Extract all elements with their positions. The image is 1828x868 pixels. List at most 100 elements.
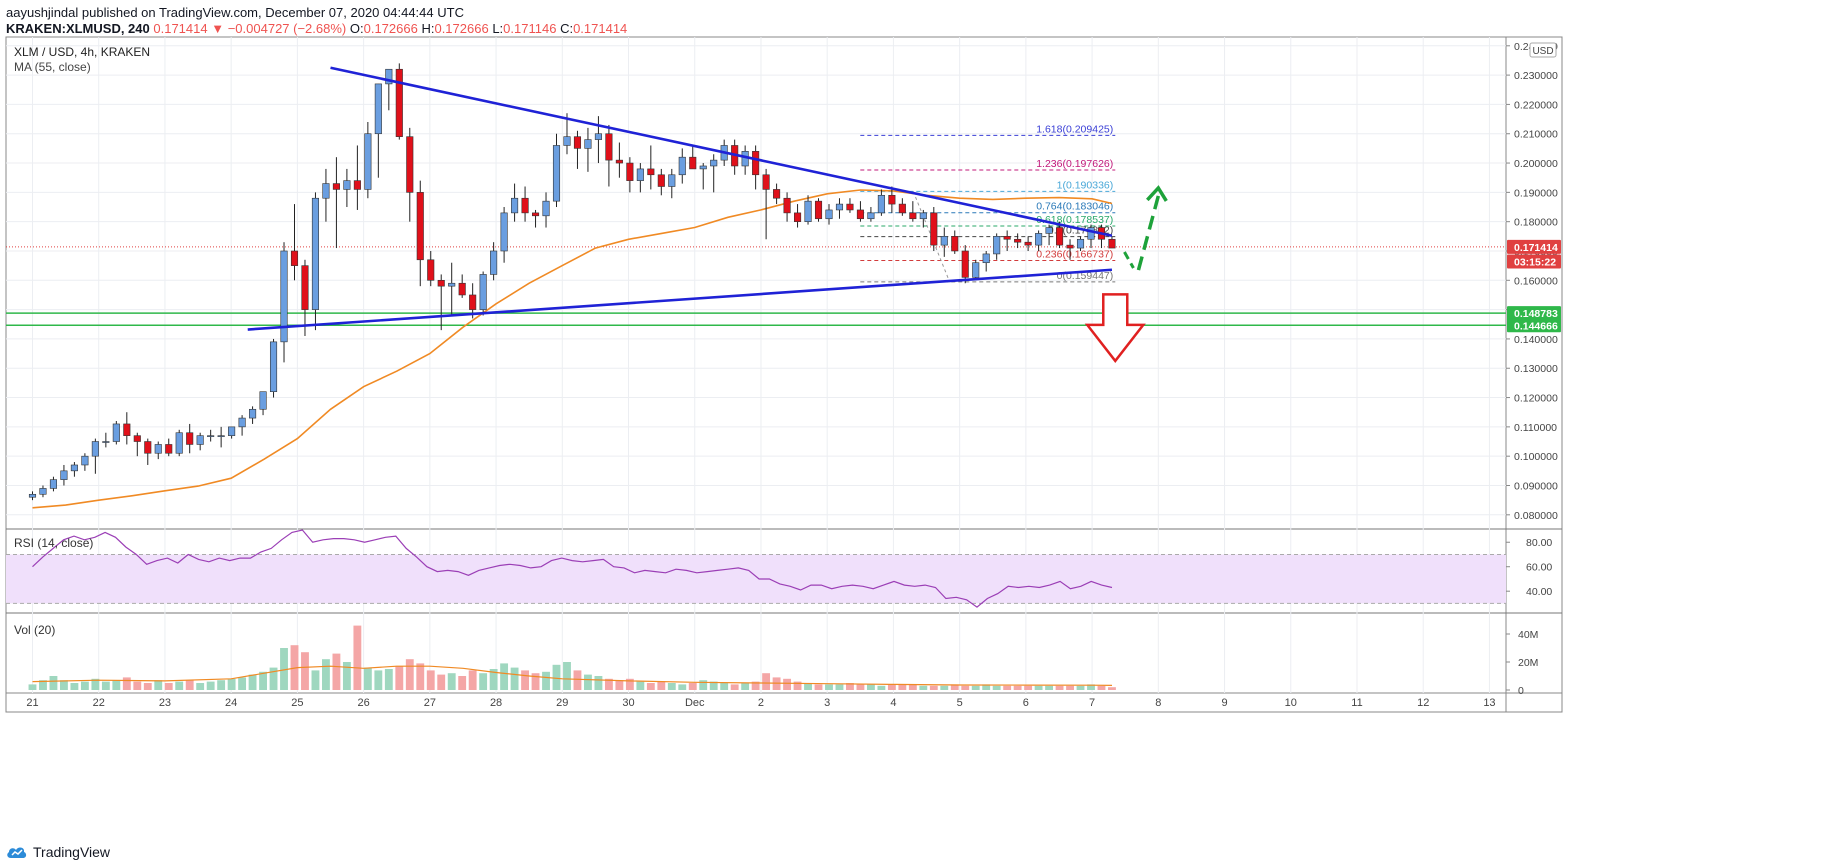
candle-body <box>196 435 204 445</box>
price-tag <box>1507 318 1561 333</box>
candle-body <box>458 282 466 296</box>
volume-bar <box>762 673 771 690</box>
candle-body <box>353 180 361 190</box>
publisher-name[interactable]: aayushjindal <box>6 5 79 20</box>
candle-down <box>1066 239 1074 260</box>
ma-indicator-label: MA (55, close) <box>14 60 91 74</box>
price-tag <box>1507 306 1561 321</box>
vol-tick-label: 20M <box>1518 657 1538 669</box>
volume-title: Vol (20) <box>14 623 55 637</box>
candle-up <box>542 192 550 228</box>
candle-down <box>898 198 906 216</box>
candle-body <box>60 470 68 480</box>
candle-down <box>416 180 424 287</box>
candle-up <box>322 168 330 222</box>
price-tag-label: 0.148783 <box>1514 308 1558 320</box>
candle-down <box>332 157 340 249</box>
candle-up <box>228 426 236 439</box>
candle-up <box>112 421 120 445</box>
candle-body <box>856 209 864 220</box>
candle-body <box>1066 244 1074 249</box>
y-tick-label: 0.210000 <box>1514 129 1558 141</box>
x-tick-label: 9 <box>1221 697 1227 709</box>
candle-body <box>427 259 435 281</box>
volume-bar <box>112 680 121 690</box>
bullish-arrow-shaft <box>1136 195 1161 271</box>
volume-bar <box>584 674 592 690</box>
candle-up <box>60 464 68 486</box>
candle-body <box>1056 227 1064 246</box>
volume-bar <box>1108 687 1116 690</box>
fib-level-label: 1.618(0.209425) <box>1036 123 1113 135</box>
price-tag-label: 0.144666 <box>1514 320 1558 332</box>
volume-bar <box>919 685 928 690</box>
volume-bar <box>479 673 488 690</box>
x-tick-label: 29 <box>556 697 568 709</box>
candle-body <box>678 156 686 176</box>
volume-bar <box>814 684 823 690</box>
volume-bar <box>720 683 729 690</box>
y-tick-label: 0.110000 <box>1514 422 1557 434</box>
volume-bar <box>531 673 540 690</box>
candle-up <box>699 163 707 190</box>
volume-bar <box>227 678 236 690</box>
volume-bar <box>196 683 205 690</box>
x-tick-label: 27 <box>424 697 436 709</box>
candle-down <box>856 201 864 222</box>
candle-up <box>835 198 844 219</box>
candle-body <box>961 250 969 278</box>
open-value: 0.172666 <box>363 21 418 36</box>
tradingview-logo[interactable]: TradingView <box>6 844 110 860</box>
candle-up <box>28 491 37 501</box>
candle-body <box>280 250 288 343</box>
candle-down <box>573 130 582 169</box>
candle-up <box>364 122 372 199</box>
candle-up <box>217 426 225 448</box>
candle-up <box>280 242 288 363</box>
candle-up <box>91 438 99 474</box>
candle-body <box>186 432 194 445</box>
candle-down <box>531 209 540 228</box>
candle-body <box>951 236 959 252</box>
candle-body <box>867 212 875 220</box>
candle-up <box>374 83 382 178</box>
candle-body <box>636 168 644 181</box>
volume-bar <box>133 681 142 690</box>
volume-bar <box>206 681 215 690</box>
high-value: 0.172666 <box>434 21 489 36</box>
candle-up <box>343 168 351 208</box>
x-tick-label: 10 <box>1285 697 1297 709</box>
candle-up <box>311 192 320 331</box>
candle-up <box>594 116 602 164</box>
volume-bar <box>563 662 571 690</box>
logo-text: TradingView <box>33 844 111 860</box>
volume-bar <box>269 667 278 690</box>
candle-up <box>678 148 686 184</box>
ohlc-line: KRAKEN:XLMUSD, 240 0.171414 ▼ −0.004727 … <box>6 21 627 36</box>
candle-down <box>1108 236 1116 249</box>
volume-bar <box>405 659 414 690</box>
candle-body <box>1035 233 1043 246</box>
candle-body <box>249 408 257 419</box>
candle-down <box>909 201 917 222</box>
candle-body <box>699 165 707 170</box>
candle-up <box>385 68 393 111</box>
y-tick-label: 0.220000 <box>1514 99 1558 111</box>
candle-up <box>196 432 204 451</box>
candle-down <box>752 145 760 190</box>
volume-bar <box>122 677 131 690</box>
volume-bar <box>175 681 184 690</box>
x-tick-label: 24 <box>225 697 237 709</box>
candle-up <box>102 432 110 448</box>
candle-body <box>521 197 529 214</box>
candle-down <box>186 423 194 454</box>
chart-frame <box>5 36 1563 713</box>
volume-bar <box>1076 685 1085 690</box>
volume-ma-line <box>32 665 1113 686</box>
volume-bar <box>1066 685 1074 690</box>
price-change: ▼ −0.004727 (−2.68%) <box>211 21 347 36</box>
volume-bar <box>143 683 152 690</box>
candle-body <box>1014 238 1022 243</box>
candle-body <box>814 200 823 220</box>
